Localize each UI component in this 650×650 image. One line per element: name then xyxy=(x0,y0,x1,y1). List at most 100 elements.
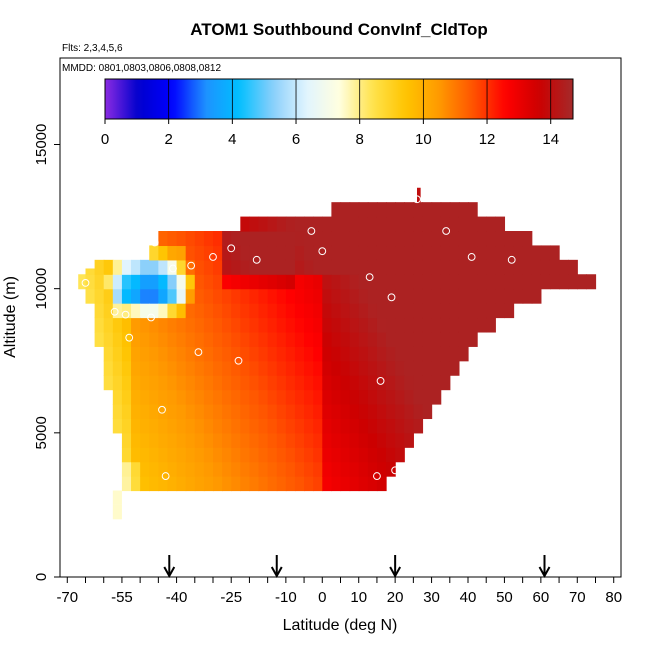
heatmap-cell xyxy=(440,259,451,275)
heatmap-cell xyxy=(276,274,287,290)
heatmap-cell xyxy=(413,331,424,347)
heatmap-cell xyxy=(540,259,551,275)
heatmap-cell xyxy=(413,274,424,290)
heatmap-cell xyxy=(422,360,433,376)
heatmap-cell xyxy=(185,231,196,247)
heatmap-cell xyxy=(349,202,360,218)
heatmap-cell xyxy=(431,346,442,362)
heatmap-cell xyxy=(249,317,260,333)
heatmap-cell xyxy=(522,274,533,290)
x-tick-label: 50 xyxy=(496,589,513,606)
heatmap-cell xyxy=(149,389,159,405)
heatmap-cell xyxy=(176,461,187,477)
heatmap-cell xyxy=(276,303,287,319)
heatmap-cell xyxy=(458,245,469,261)
heatmap-cell xyxy=(112,375,123,391)
heatmap-cell xyxy=(131,461,141,477)
heatmap-cell xyxy=(194,461,205,477)
heatmap-cell xyxy=(222,476,232,492)
heatmap-cell xyxy=(294,245,305,261)
heatmap-cell xyxy=(413,259,424,275)
heatmap-cell xyxy=(176,404,187,420)
heatmap-cell xyxy=(222,389,232,405)
heatmap-cell xyxy=(376,231,387,247)
heatmap-cell xyxy=(131,404,141,420)
heatmap-cell xyxy=(258,331,269,347)
heatmap-cell xyxy=(468,274,478,290)
heatmap-cell xyxy=(213,245,223,261)
heatmap-cell xyxy=(240,389,251,405)
heatmap-cell xyxy=(413,404,424,420)
colorbar-bar xyxy=(104,78,574,120)
heatmap-cell xyxy=(213,317,223,333)
heatmap-cell xyxy=(386,331,396,347)
heatmap-cell xyxy=(349,418,360,434)
x-tick-label: 40 xyxy=(460,589,477,606)
heatmap-cell xyxy=(194,331,205,347)
flight-arrow xyxy=(270,555,283,579)
heatmap-cell xyxy=(431,317,442,333)
heatmap-cell xyxy=(285,476,296,492)
x-tick-label: 20 xyxy=(387,589,404,606)
heatmap-cell xyxy=(386,288,396,304)
heatmap-cell xyxy=(304,432,314,448)
heatmap-cell xyxy=(504,288,515,304)
x-tick-label: 60 xyxy=(533,589,550,606)
heatmap-cell xyxy=(313,346,323,362)
heatmap-cell xyxy=(276,389,287,405)
scatter-point xyxy=(365,273,374,282)
scatter-point xyxy=(318,247,327,256)
heatmap-cell xyxy=(240,360,251,376)
scatter-points xyxy=(81,195,604,480)
heatmap-cell xyxy=(386,346,396,362)
heatmap-cell xyxy=(395,216,405,232)
heatmap-cell xyxy=(386,418,396,434)
heatmap-cell xyxy=(176,231,187,247)
heatmap-cell xyxy=(322,432,332,448)
heatmap-cell xyxy=(304,389,314,405)
heatmap-cell xyxy=(349,346,360,362)
heatmap-cell xyxy=(121,447,132,463)
heatmap-cell xyxy=(313,331,323,347)
heatmap-cell xyxy=(240,231,251,247)
heatmap-cell xyxy=(540,245,551,261)
heatmap-cell xyxy=(340,461,351,477)
heatmap-cell xyxy=(413,303,424,319)
heatmap-cell xyxy=(458,317,469,333)
heatmap-cell xyxy=(158,331,169,347)
heatmap-cell xyxy=(131,317,141,333)
heatmap-cell xyxy=(258,404,269,420)
heatmap-cell xyxy=(376,346,387,362)
heatmap-cell xyxy=(185,476,196,492)
heatmap-cell xyxy=(417,187,421,203)
heatmap-cell xyxy=(458,259,469,275)
heatmap-cell xyxy=(249,404,260,420)
scatter-point xyxy=(121,310,130,319)
y-axis: 0 5000 10000 15000 xyxy=(33,124,60,581)
heatmap-cell xyxy=(258,288,269,304)
heatmap-cell xyxy=(376,375,387,391)
heatmap-cell xyxy=(340,389,351,405)
heatmap-cell xyxy=(176,274,187,290)
heatmap-cell xyxy=(340,331,351,347)
colorbar: 0 2 4 6 8 10 12 14 xyxy=(101,78,574,148)
heatmap-cell xyxy=(322,375,332,391)
heatmap-cell xyxy=(404,360,414,376)
heatmap-cell xyxy=(386,404,396,420)
scatter-point xyxy=(194,348,203,357)
heatmap-cell xyxy=(322,259,332,275)
heatmap-cell xyxy=(376,331,387,347)
heatmap-cell xyxy=(231,346,241,362)
heatmap-cell xyxy=(376,418,387,434)
heatmap-cell xyxy=(149,461,159,477)
heatmap-cell xyxy=(322,461,332,477)
heatmap-cell xyxy=(276,447,287,463)
heatmap-cell xyxy=(131,432,141,448)
heatmap-cell xyxy=(158,389,169,405)
heatmap-cell xyxy=(340,375,351,391)
colorbar-tick-label: 8 xyxy=(356,131,364,148)
colorbar-tick-label: 0 xyxy=(101,131,109,148)
heatmap-cell xyxy=(167,389,178,405)
heatmap-cell xyxy=(458,303,469,319)
heatmap-cell xyxy=(140,346,150,362)
